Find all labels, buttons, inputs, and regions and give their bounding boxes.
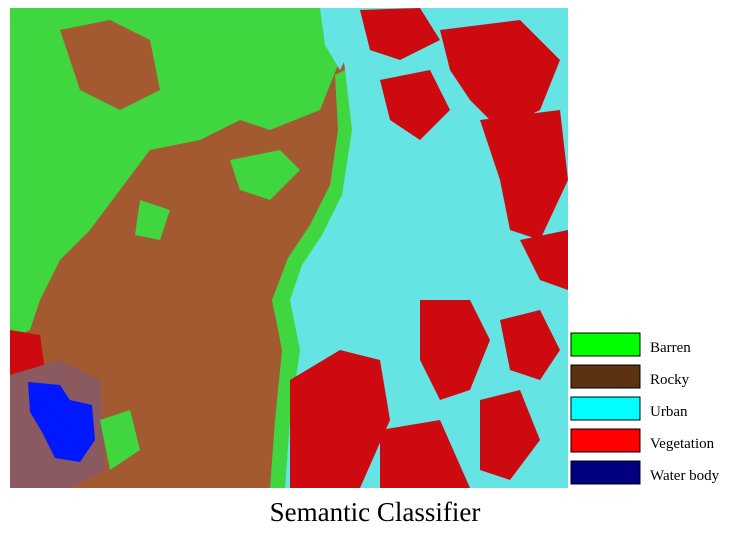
legend-label: Urban [650,404,688,420]
classification-map [10,8,568,488]
legend: Barren Rocky Urban Vegetation Water body [571,333,720,484]
legend-label: Vegetation [650,436,715,452]
legend-swatch [571,461,640,484]
legend-swatch [571,429,640,452]
figure: Barren Rocky Urban Vegetation Water body Sem… [0,0,747,531]
page: {"legend": {"items": [ {"label": "Barren… [0,0,747,531]
legend-label: Rocky [650,372,690,388]
legend-label: Barren [650,340,691,356]
legend-swatch [571,397,640,420]
legend-label: Water body [650,468,720,484]
legend-swatch [571,365,640,388]
legend-swatch [571,333,640,356]
caption: Semantic Classifier [270,497,481,527]
